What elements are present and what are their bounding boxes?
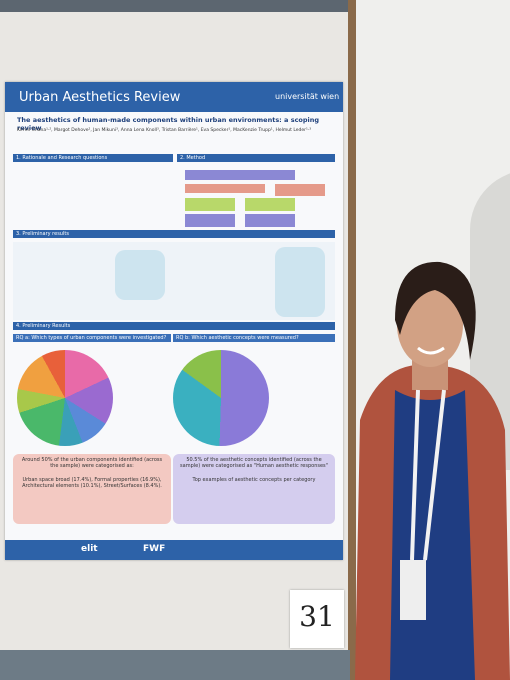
poster: Urban Aesthetics Review universität wien… [5,82,343,560]
dress [390,390,475,680]
method-box [185,198,235,211]
subtitle: The aesthetics of human-made components … [17,116,320,132]
summary-text: 50.5% of the aesthetic concepts identifi… [180,457,328,469]
bottom-rail [0,650,350,680]
logo: FWF [143,544,166,554]
summary-box [173,454,335,524]
section-heading: 4. Preliminary Results [13,322,335,330]
summary-text: Around 50% of the urban components ident… [21,457,163,469]
card-number: 31 [299,600,335,633]
method-box [185,184,265,193]
person [355,261,510,680]
method-box [275,184,325,196]
summary-detail: Top examples of aesthetic concepts per c… [192,477,316,483]
pie-chart [17,350,113,446]
section-heading: 3. Preliminary results [13,230,335,238]
logo: elit [81,544,98,554]
rq-heading: RQ a: Which types of urban components we… [13,334,171,342]
method-box [245,198,295,211]
smile [417,346,445,355]
method-box [245,214,295,227]
authors: Kirren Chana¹·², Margot Dehove², Jan Mik… [17,128,312,133]
poster-title: Urban Aesthetics Review [19,90,181,105]
section-heading: 2. Method [177,154,335,162]
section-heading: 1. Rationale and Research questions [13,154,173,162]
lanyard [410,389,446,561]
summary-box [13,454,171,524]
badge [400,560,426,620]
poster-footer [5,540,343,560]
university: universität wien [275,92,340,101]
board-edge [348,0,356,680]
method-box [185,170,295,180]
top-rail [0,0,360,12]
hair [395,261,476,360]
pie-chart [173,350,269,446]
rq-heading: RQ b: Which aesthetic concepts were meas… [173,334,335,342]
summary-detail: Urban space broad (17.4%), Formal proper… [22,477,162,489]
number-card [290,590,344,648]
method-box [185,214,235,227]
poster-header [5,82,343,112]
note-box [115,250,165,300]
note-box [275,247,325,317]
